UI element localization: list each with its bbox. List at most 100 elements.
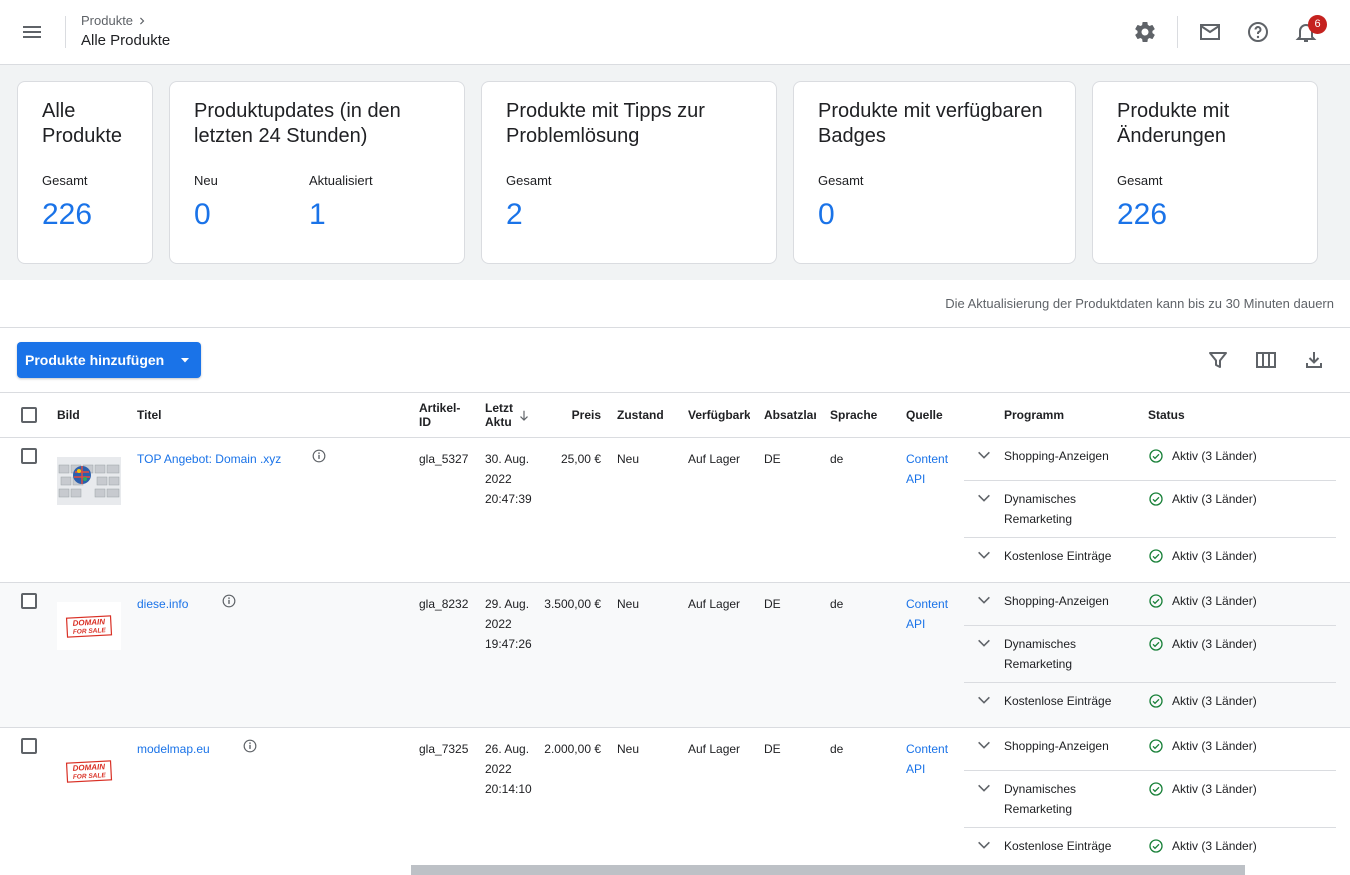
program-row[interactable]: Dynamisches Remarketing Aktiv (3 Länder) bbox=[964, 481, 1336, 538]
row-checkbox[interactable] bbox=[21, 593, 37, 609]
program-row[interactable]: Shopping-Anzeigen Aktiv (3 Länder) bbox=[964, 728, 1336, 771]
chevron-down-icon[interactable] bbox=[976, 692, 992, 708]
menu-icon[interactable] bbox=[20, 20, 44, 44]
program-name: Kostenlose Einträge bbox=[1004, 549, 1112, 563]
program-row[interactable]: Dynamisches Remarketing Aktiv (3 Länder) bbox=[964, 626, 1336, 683]
check-circle-icon bbox=[1148, 548, 1164, 564]
column-header-price[interactable]: Preis bbox=[571, 408, 601, 422]
program-name: Dynamisches Remarketing bbox=[1004, 637, 1077, 671]
product-title-link[interactable]: modelmap.eu bbox=[137, 742, 210, 756]
source-link[interactable]: Content API bbox=[906, 597, 949, 631]
check-circle-icon bbox=[1148, 781, 1164, 797]
item-id: gla_5327 bbox=[419, 452, 469, 466]
column-header-country[interactable]: Absatzlar bbox=[764, 408, 816, 422]
table-row[interactable]: DOMAIN FOR SALE diese.info gla_8232 29. … bbox=[0, 583, 1350, 728]
item-id: gla_7325 bbox=[419, 742, 469, 756]
price: 2.000,00 € bbox=[544, 742, 601, 756]
metric-label: Gesamt bbox=[506, 173, 552, 188]
column-header-status[interactable]: Status bbox=[1148, 408, 1185, 422]
chevron-down-icon[interactable] bbox=[976, 490, 992, 506]
settings-gear-icon[interactable] bbox=[1133, 20, 1157, 44]
program-row[interactable]: Kostenlose Einträge Aktiv (3 Länder) bbox=[964, 538, 1336, 582]
table-row[interactable]: TOP Angebot: Domain .xyz gla_5327 30. Au… bbox=[0, 438, 1350, 583]
help-icon[interactable] bbox=[1246, 20, 1270, 44]
product-image[interactable]: DOMAIN FOR SALE bbox=[57, 602, 121, 650]
add-products-button[interactable]: Produkte hinzufügen bbox=[17, 342, 201, 378]
info-icon[interactable] bbox=[243, 739, 257, 753]
product-image[interactable]: DOMAIN FOR SALE bbox=[57, 747, 121, 795]
source-link[interactable]: Content API bbox=[906, 452, 949, 486]
metric-value[interactable]: 0 bbox=[194, 198, 211, 231]
card-troubleshooting[interactable]: Produkte mit Tipps zur Problemlösung Ges… bbox=[481, 81, 777, 264]
availability: Auf Lager bbox=[688, 597, 741, 611]
card-badges[interactable]: Produkte mit verfügbaren Badges Gesamt 0 bbox=[793, 81, 1076, 264]
last-updated: 26. Aug. 2022 20:14:10 bbox=[485, 742, 532, 796]
check-circle-icon bbox=[1148, 491, 1164, 507]
chevron-down-icon[interactable] bbox=[976, 592, 992, 608]
metric-value[interactable]: 1 bbox=[309, 198, 326, 231]
column-header-language[interactable]: Sprache bbox=[830, 408, 878, 422]
column-header-last-updated[interactable]: Letzt Aktu bbox=[485, 401, 513, 429]
row-checkbox[interactable] bbox=[21, 448, 37, 464]
column-header-source[interactable]: Quelle bbox=[906, 408, 943, 422]
check-circle-icon bbox=[1148, 593, 1164, 609]
columns-icon[interactable] bbox=[1254, 348, 1278, 372]
chevron-down-icon[interactable] bbox=[976, 447, 992, 463]
product-title-link[interactable]: TOP Angebot: Domain .xyz bbox=[137, 452, 282, 466]
product-title-link[interactable]: diese.info bbox=[137, 597, 189, 611]
table-row[interactable]: DOMAIN FOR SALE modelmap.eu gla_7325 26.… bbox=[0, 728, 1350, 873]
row-checkbox[interactable] bbox=[21, 738, 37, 754]
sort-descending-icon[interactable] bbox=[517, 409, 531, 423]
program-row[interactable]: Kostenlose Einträge Aktiv (3 Länder) bbox=[964, 828, 1336, 872]
download-icon[interactable] bbox=[1302, 348, 1326, 372]
summary-cards: Alle Produkte Gesamt 226 Produktupdates … bbox=[0, 65, 1350, 280]
price: 3.500,00 € bbox=[544, 597, 601, 611]
program-status: Aktiv (3 Länder) bbox=[1148, 591, 1257, 611]
metric-value[interactable]: 226 bbox=[42, 198, 93, 231]
chevron-down-icon[interactable] bbox=[976, 780, 992, 796]
chevron-down-icon[interactable] bbox=[976, 635, 992, 651]
card-product-updates[interactable]: Produktupdates (in den letzten 24 Stunde… bbox=[169, 81, 465, 264]
column-header-title[interactable]: Titel bbox=[137, 408, 162, 422]
update-info-text: Die Aktualisierung der Produktdaten kann… bbox=[945, 296, 1334, 311]
card-all-products[interactable]: Alle Produkte Gesamt 226 bbox=[17, 81, 153, 264]
column-header-item-id[interactable]: Artikel-ID bbox=[419, 401, 461, 429]
breadcrumb[interactable]: Produkte bbox=[81, 13, 149, 28]
program-row[interactable]: Kostenlose Einträge Aktiv (3 Länder) bbox=[964, 683, 1336, 727]
column-header-condition[interactable]: Zustand bbox=[617, 408, 664, 422]
condition: Neu bbox=[617, 742, 640, 756]
status-text: Aktiv (3 Länder) bbox=[1172, 782, 1257, 796]
caret-down-icon[interactable] bbox=[169, 354, 201, 366]
program-row[interactable]: Shopping-Anzeigen Aktiv (3 Länder) bbox=[964, 438, 1336, 481]
language: de bbox=[830, 452, 844, 466]
column-header-availability[interactable]: Verfügbark bbox=[688, 408, 750, 422]
metric-value[interactable]: 2 bbox=[506, 198, 523, 231]
chevron-down-icon[interactable] bbox=[976, 837, 992, 853]
stamp-line1: DOMAIN bbox=[72, 617, 105, 628]
column-header-program[interactable]: Programm bbox=[1004, 408, 1065, 422]
source-link[interactable]: Content API bbox=[906, 742, 949, 776]
mail-icon[interactable] bbox=[1198, 20, 1222, 44]
metric-value[interactable]: 0 bbox=[818, 198, 835, 231]
filter-icon[interactable] bbox=[1206, 348, 1230, 372]
horizontal-scrollbar[interactable] bbox=[411, 865, 1245, 875]
program-row[interactable]: Shopping-Anzeigen Aktiv (3 Länder) bbox=[964, 583, 1336, 626]
select-all-checkbox[interactable] bbox=[21, 407, 37, 423]
program-status: Aktiv (3 Länder) bbox=[1148, 546, 1257, 566]
program-row[interactable]: Dynamisches Remarketing Aktiv (3 Länder) bbox=[964, 771, 1336, 828]
info-icon[interactable] bbox=[312, 449, 326, 463]
status-text: Aktiv (3 Länder) bbox=[1172, 637, 1257, 651]
chevron-down-icon[interactable] bbox=[976, 737, 992, 753]
chevron-down-icon[interactable] bbox=[976, 547, 992, 563]
info-icon[interactable] bbox=[222, 594, 236, 608]
product-image[interactable] bbox=[57, 457, 121, 505]
status-text: Aktiv (3 Länder) bbox=[1172, 739, 1257, 753]
card-changes[interactable]: Produkte mit Änderungen Gesamt 226 bbox=[1092, 81, 1318, 264]
breadcrumb-item[interactable]: Produkte bbox=[81, 13, 134, 28]
metric-label: Aktualisiert bbox=[309, 173, 373, 188]
page-title: Alle Produkte bbox=[81, 32, 171, 49]
check-circle-icon bbox=[1148, 738, 1164, 754]
card-title: Produkte mit verfügbaren Badges bbox=[818, 100, 1043, 147]
metric-value[interactable]: 226 bbox=[1117, 198, 1168, 231]
column-header-image[interactable]: Bild bbox=[57, 408, 80, 422]
